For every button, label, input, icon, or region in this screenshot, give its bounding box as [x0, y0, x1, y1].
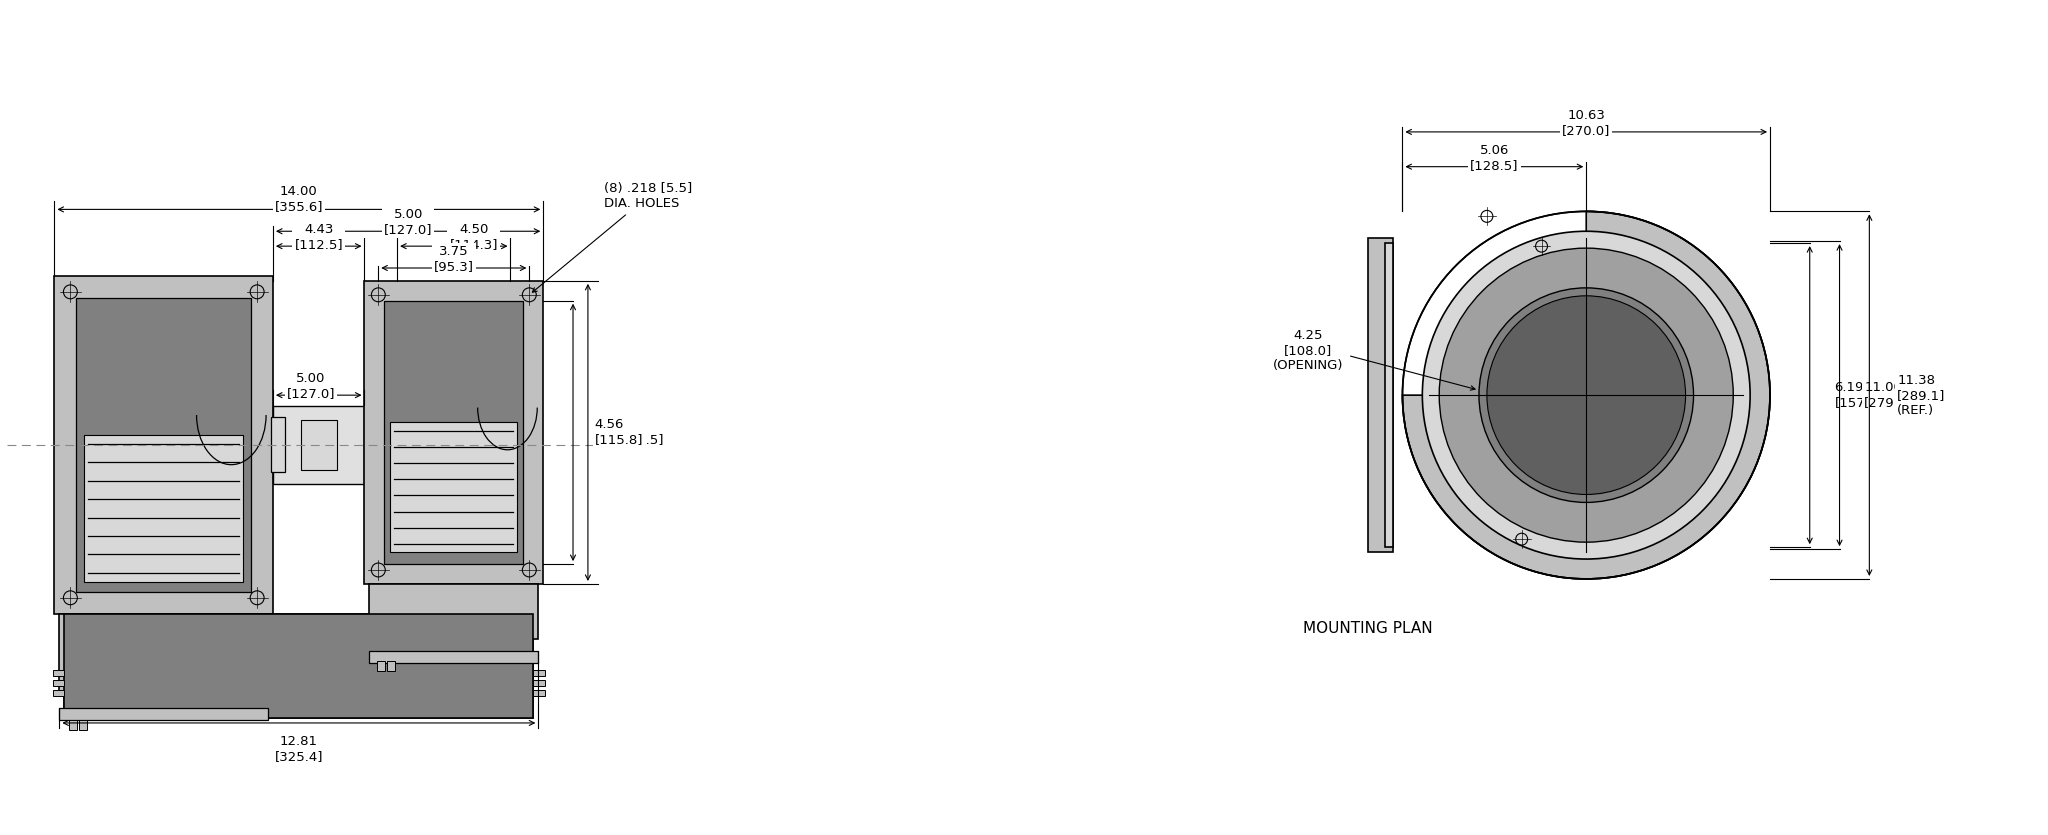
Bar [387, 661, 395, 671]
Text: 4.56
[115.8]: 4.56 [115.8] [594, 418, 643, 447]
Circle shape [1440, 248, 1733, 542]
Text: 3.75
[95.3]: 3.75 [95.3] [434, 245, 473, 273]
Bar [1384, 243, 1393, 547]
Text: 12.81
[325.4]: 12.81 [325.4] [274, 735, 324, 763]
Text: 5.00
[127.0]: 5.00 [127.0] [287, 372, 336, 400]
Text: 5.00
[127.0]: 5.00 [127.0] [383, 208, 432, 236]
Bar [76, 298, 252, 592]
Text: 4.25
[108.0]
(OPENING): 4.25 [108.0] (OPENING) [1274, 329, 1343, 372]
Text: 6.19
[157.2]: 6.19 [157.2] [1835, 381, 1884, 409]
Text: 11.00
[279.4]: 11.00 [279.4] [1864, 381, 1913, 409]
Text: 11.38
[289.1]
(REF.): 11.38 [289.1] (REF.) [1896, 373, 1946, 417]
Bar [63, 614, 532, 718]
Bar [369, 651, 539, 663]
Bar [532, 671, 545, 676]
Text: 4.43
[112.5]: 4.43 [112.5] [295, 223, 342, 251]
Bar [377, 661, 385, 671]
Bar [391, 423, 518, 552]
Bar [59, 708, 268, 720]
Bar [365, 281, 543, 584]
Bar [532, 691, 545, 696]
Text: (8) .218 [5.5]
DIA. HOLES: (8) .218 [5.5] DIA. HOLES [532, 182, 692, 292]
Text: 4.50
[114.3]: 4.50 [114.3] [449, 223, 498, 251]
Bar [59, 614, 268, 693]
Wedge shape [1427, 236, 1587, 395]
Circle shape [1421, 231, 1751, 559]
Bar [270, 418, 285, 472]
Text: 14.00
[355.6]: 14.00 [355.6] [274, 185, 324, 214]
Bar [55, 276, 272, 614]
Bar [532, 681, 545, 686]
Text: 5.06
[128.5]: 5.06 [128.5] [616, 418, 664, 447]
Bar [53, 681, 63, 686]
Bar [63, 614, 532, 718]
Bar [70, 720, 78, 730]
Bar [385, 301, 524, 564]
Bar [301, 420, 336, 469]
Bar [369, 584, 539, 639]
Circle shape [1479, 288, 1694, 503]
Bar [53, 671, 63, 676]
Text: MOUNTING PLAN: MOUNTING PLAN [1303, 621, 1432, 636]
Bar [272, 406, 365, 483]
Bar [53, 691, 63, 696]
Circle shape [1487, 296, 1686, 494]
Bar [1368, 238, 1393, 552]
Text: 5.06
[128.5]: 5.06 [128.5] [1470, 144, 1520, 172]
Text: 10.63
[270.0]: 10.63 [270.0] [1563, 109, 1610, 137]
Wedge shape [1403, 211, 1769, 579]
Bar [80, 720, 88, 730]
Bar [84, 435, 244, 582]
